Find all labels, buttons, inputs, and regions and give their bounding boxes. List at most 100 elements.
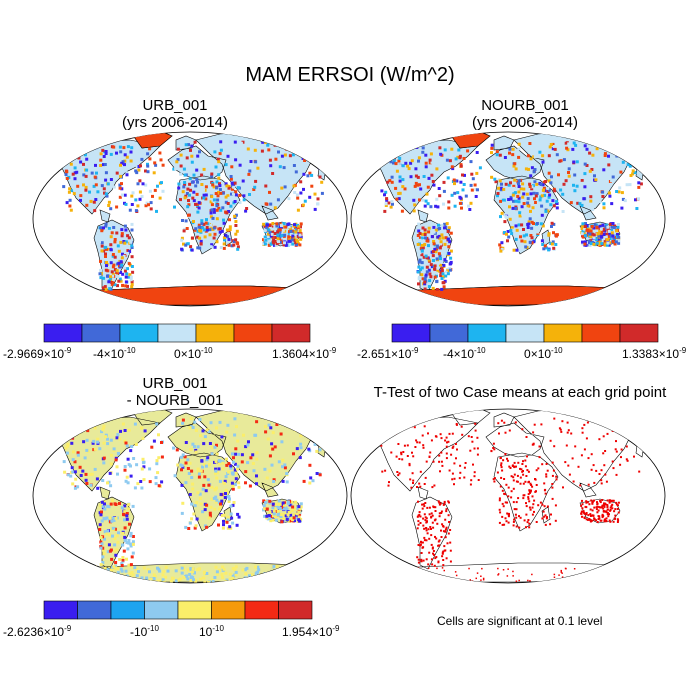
grid-cell <box>316 197 320 201</box>
grid-cell <box>458 201 462 205</box>
grid-cell <box>192 173 196 177</box>
grid-cell <box>610 225 614 229</box>
grid-cell <box>280 580 283 583</box>
grid-cell <box>497 422 500 425</box>
grid-cell <box>517 185 521 188</box>
grid-cell <box>118 195 122 199</box>
grid-cell <box>513 508 516 511</box>
grid-cell <box>431 546 434 549</box>
grid-cell <box>234 220 238 223</box>
grid-cell <box>313 442 317 446</box>
grid-cell <box>611 460 614 463</box>
grid-cell <box>99 513 103 517</box>
grid-cell <box>288 160 292 164</box>
grid-cell <box>123 439 127 443</box>
map-panel-nourb <box>350 131 666 307</box>
grid-cell <box>206 245 210 249</box>
grid-cell <box>82 162 85 166</box>
grid-cell <box>103 537 106 541</box>
grid-cell <box>72 150 76 154</box>
grid-cell <box>226 526 230 530</box>
grid-cell <box>420 558 423 561</box>
grid-cell <box>288 503 292 507</box>
grid-cell <box>107 226 111 230</box>
grid-cell <box>89 483 93 487</box>
grid-cell <box>442 564 445 567</box>
grid-cell <box>180 238 184 242</box>
grid-cell <box>179 577 183 581</box>
grid-cell <box>576 201 580 205</box>
grid-cell <box>123 504 127 508</box>
grid-cell <box>585 147 589 151</box>
grid-cell <box>529 491 531 494</box>
grid-cell <box>216 471 219 475</box>
grid-cell <box>612 499 615 502</box>
grid-cell <box>99 536 103 539</box>
grid-cell <box>580 203 584 207</box>
grid-cell <box>283 153 287 157</box>
grid-cell <box>132 457 136 460</box>
grid-cell <box>545 463 548 465</box>
grid-cell <box>606 513 609 516</box>
grid-cell <box>509 229 513 232</box>
grid-cell <box>440 529 442 532</box>
grid-cell <box>291 242 295 246</box>
grid-cell <box>234 447 238 451</box>
grid-cell <box>476 572 479 574</box>
grid-cell <box>228 218 231 222</box>
grid-cell <box>429 263 433 267</box>
colorbar-swatch <box>391 323 431 343</box>
grid-cell <box>522 460 524 463</box>
grid-cell <box>600 479 603 482</box>
grid-cell <box>639 182 643 186</box>
grid-cell <box>549 203 553 207</box>
grid-cell <box>184 143 188 147</box>
grid-cell <box>531 200 535 204</box>
grid-cell <box>284 225 288 229</box>
grid-cell <box>233 568 237 572</box>
grid-cell <box>196 246 200 250</box>
grid-cell <box>411 451 413 454</box>
grid-cell <box>133 422 137 426</box>
grid-cell <box>522 494 525 497</box>
grid-cell <box>587 239 591 243</box>
grid-cell <box>527 220 531 224</box>
grid-cell <box>285 508 289 511</box>
grid-cell <box>613 517 616 520</box>
grid-cell <box>234 232 238 236</box>
grid-cell <box>250 573 254 577</box>
grid-cell <box>182 576 186 579</box>
grid-cell <box>441 567 444 569</box>
grid-cell <box>291 153 295 157</box>
grid-cell <box>262 222 266 226</box>
grid-cell <box>126 481 130 485</box>
grid-cell <box>123 269 127 273</box>
grid-cell <box>398 191 402 195</box>
grid-cell <box>525 436 528 438</box>
grid-cell <box>535 469 538 472</box>
grid-cell <box>269 426 273 430</box>
grid-cell <box>553 576 556 578</box>
field-cells-urb <box>62 140 324 291</box>
grid-cell <box>515 465 517 468</box>
grid-cell <box>68 187 72 191</box>
grid-cell <box>537 467 540 470</box>
grid-cell <box>293 191 297 194</box>
grid-cell <box>171 576 175 580</box>
grid-cell <box>425 256 429 260</box>
grid-cell <box>606 238 609 242</box>
grid-cell <box>300 570 304 574</box>
grid-cell <box>183 181 187 184</box>
grid-cell <box>305 579 309 583</box>
grid-cell <box>190 469 194 473</box>
grid-cell <box>535 182 539 186</box>
grid-cell <box>462 157 466 160</box>
grid-cell <box>281 228 285 232</box>
grid-cell <box>205 525 209 529</box>
grid-cell <box>609 520 612 523</box>
grid-cell <box>473 183 477 187</box>
grid-cell <box>544 523 547 526</box>
grid-cell <box>99 525 103 529</box>
grid-cell <box>106 437 109 441</box>
grid-cell <box>425 529 428 532</box>
